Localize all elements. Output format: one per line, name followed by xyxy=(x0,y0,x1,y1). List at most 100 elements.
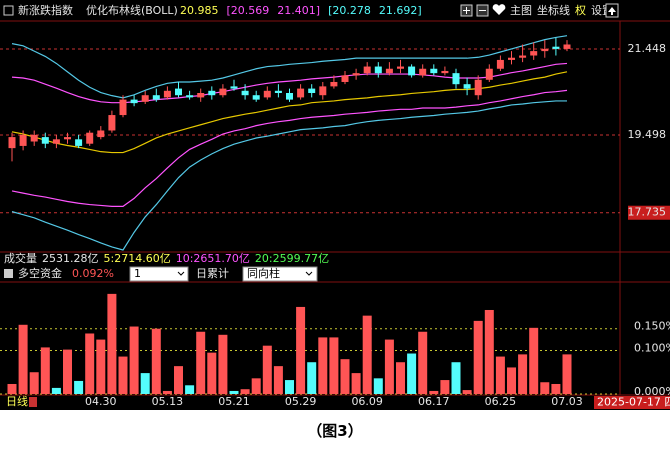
x-tick-label: 06.25 xyxy=(485,395,517,408)
bar xyxy=(240,389,250,394)
readout: [20.278 xyxy=(328,4,371,17)
help-icon[interactable] xyxy=(4,269,13,278)
candle-body xyxy=(308,88,316,94)
y-tick-label: 0.100% xyxy=(634,341,670,354)
candle-body xyxy=(352,73,360,76)
bar xyxy=(162,390,172,394)
bar xyxy=(440,380,450,394)
current-date: 2025-07-17 四 xyxy=(597,396,670,409)
y-tick-label: 0.150% xyxy=(634,320,670,333)
boll-line xyxy=(11,89,568,207)
dropdown[interactable] xyxy=(129,266,189,282)
tick-box xyxy=(628,205,670,220)
stock-chart: 新涨跌指数 优化布林线(BOLL) 20.985 [20.569 21.401] [2… xyxy=(0,0,670,410)
x-tick-label: 05.29 xyxy=(285,395,317,408)
menu-item[interactable]: 主图 xyxy=(510,4,532,17)
volume-readout: 20:2599.77亿 xyxy=(255,252,329,265)
candle-body xyxy=(274,90,282,94)
dropdown-value: 同向柱 xyxy=(247,266,280,280)
bar xyxy=(185,385,195,394)
candle-body xyxy=(208,90,216,96)
bar xyxy=(229,390,239,394)
candle-body xyxy=(41,137,49,144)
candle-body xyxy=(130,99,138,104)
candle-body xyxy=(374,66,382,74)
bar xyxy=(418,331,428,394)
candle-body xyxy=(186,95,194,98)
candle-body xyxy=(219,88,227,96)
candle-body xyxy=(330,81,338,87)
bar xyxy=(529,327,539,394)
y-tick-label: 0.000% xyxy=(634,385,670,398)
bar xyxy=(307,362,317,394)
candle-body xyxy=(75,139,83,146)
candle-body xyxy=(197,93,205,98)
bar xyxy=(196,331,206,394)
bar xyxy=(562,354,572,394)
readout: [20.569 xyxy=(227,4,270,17)
candle-body xyxy=(64,137,71,140)
volume-readout: 成交量 xyxy=(4,251,37,265)
bar xyxy=(85,333,95,394)
bar xyxy=(118,356,128,394)
bar xyxy=(473,320,483,394)
candle-body xyxy=(441,70,449,74)
boll-line xyxy=(11,62,568,104)
candle-body xyxy=(530,51,538,56)
candle-body xyxy=(385,68,393,74)
readout: 20.985 xyxy=(180,4,219,17)
period[interactable]: 日线 xyxy=(6,394,28,408)
bar xyxy=(129,326,139,394)
candle-body xyxy=(363,66,371,74)
bar xyxy=(262,345,272,394)
x-tick-label: 07.03 xyxy=(551,395,583,408)
y-tick-label: 17.735 xyxy=(628,206,667,219)
bar xyxy=(7,383,17,394)
sub-latest: 0.092% xyxy=(72,267,114,280)
candle-body xyxy=(408,66,416,76)
bar xyxy=(174,366,183,394)
title: 新涨跌指数 xyxy=(18,3,73,17)
bar xyxy=(362,315,372,394)
candle-body xyxy=(19,134,27,146)
volume-readout: 2531.28亿 xyxy=(42,252,99,265)
bar xyxy=(351,373,361,394)
dropdown-arrow xyxy=(177,271,185,276)
bar xyxy=(396,362,405,394)
bar xyxy=(507,367,516,394)
candle-body xyxy=(97,130,105,138)
bar xyxy=(140,373,150,394)
favorite[interactable] xyxy=(492,4,506,16)
bar xyxy=(74,380,84,394)
date-box xyxy=(594,396,670,409)
boll-line xyxy=(11,71,568,154)
volume-readout: 10:2651.70亿 xyxy=(176,252,250,265)
bar xyxy=(551,383,561,394)
candle-body xyxy=(519,55,527,58)
dropdown[interactable] xyxy=(242,266,318,282)
sub-title: 多空资金 xyxy=(18,266,62,280)
candle-body xyxy=(52,139,60,144)
bar xyxy=(451,362,461,394)
bar xyxy=(96,339,106,394)
x-tick-label: 04.30 xyxy=(85,395,117,408)
caption: （图3） xyxy=(307,422,363,440)
candle-body xyxy=(175,88,182,96)
menu-item[interactable]: 坐标线 xyxy=(537,3,570,17)
menu-item[interactable]: 权 xyxy=(575,4,586,17)
bar xyxy=(296,306,306,394)
boll-line xyxy=(11,100,567,251)
bar xyxy=(207,352,217,394)
bar xyxy=(340,359,350,394)
candle-body xyxy=(152,95,160,100)
candle-body xyxy=(419,68,427,76)
y-tick-label: 21.448 xyxy=(628,42,667,55)
candle-body xyxy=(263,90,271,98)
bar xyxy=(51,387,61,394)
dropdown-arrow xyxy=(305,271,313,276)
candle-body xyxy=(86,132,94,144)
candle-body xyxy=(552,46,560,49)
x-tick-label: 06.17 xyxy=(418,395,450,408)
bar xyxy=(518,354,528,394)
candle-body xyxy=(141,95,149,102)
